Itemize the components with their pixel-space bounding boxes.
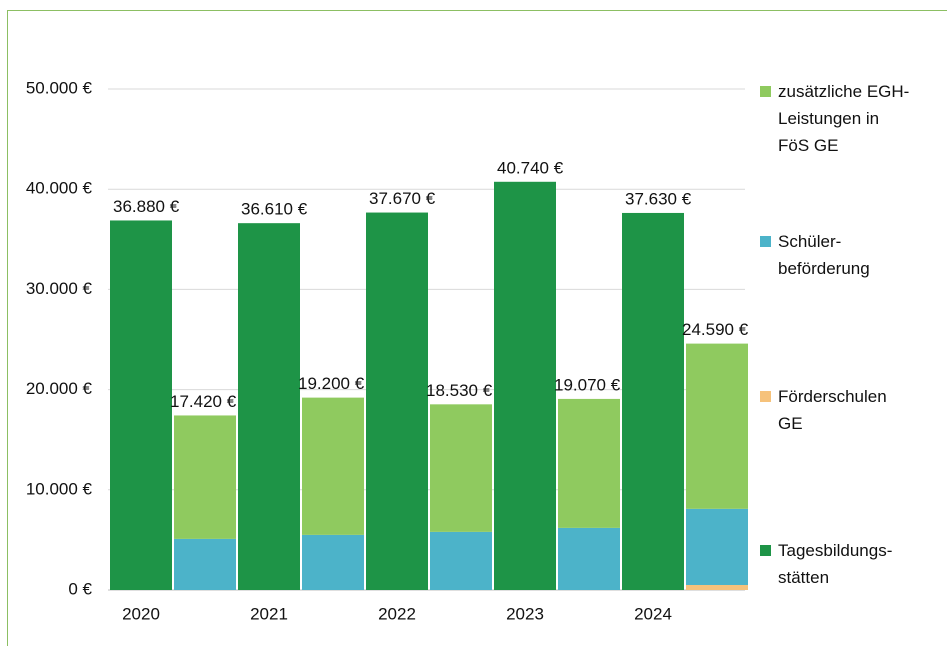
y-tick-label: 10.000 € [26,479,93,498]
bar-segment [686,343,748,509]
y-tick-label: 50.000 € [26,78,93,97]
legend-swatch [760,86,771,97]
total-label: 19.200 € [298,374,365,393]
bar-segment [302,534,364,590]
legend-swatch [760,236,771,247]
legend-swatch [760,391,771,402]
chart-frame [7,10,947,646]
x-tick-label: 2020 [122,604,160,623]
total-label: 18.530 € [426,381,493,400]
bar-segment [686,508,748,585]
bar-segment [430,531,492,590]
legend-label: Tagesbildungs- stätten [778,541,893,587]
bar-segment [302,397,364,535]
legend-label: Schüler- beförderung [778,232,870,278]
x-tick-label: 2021 [250,604,288,623]
bar [238,223,300,591]
bar [622,212,684,591]
total-label: 17.420 € [170,392,237,411]
bar-segment [430,404,492,532]
bar-segment [558,527,620,590]
bar [494,181,556,590]
data-label: 36.610 € [241,200,308,219]
bar [110,220,172,590]
bar-segment [174,538,236,590]
y-tick-label: 40.000 € [26,179,93,198]
data-label: 37.670 € [369,189,436,208]
data-label: 37.630 € [625,189,692,208]
x-tick-label: 2023 [506,604,544,623]
bar [366,212,428,590]
y-tick-label: 30.000 € [26,279,93,298]
legend-label: zusätzliche EGH- Leistungen in FöS GE [778,82,910,155]
y-tick-label: 20.000 € [26,379,93,398]
total-label: 24.590 € [682,320,749,339]
bar-segment [558,398,620,528]
legend-swatch [760,545,771,556]
x-tick-label: 2024 [634,604,672,623]
bar-segment [686,584,748,590]
data-label: 40.740 € [497,158,564,177]
x-tick-label: 2022 [378,604,416,623]
bar-segment [174,415,236,539]
data-label: 36.880 € [113,197,180,216]
total-label: 19.070 € [554,375,621,394]
y-tick-label: 0 € [68,579,92,598]
legend-label: Förderschulen GE [778,387,887,433]
